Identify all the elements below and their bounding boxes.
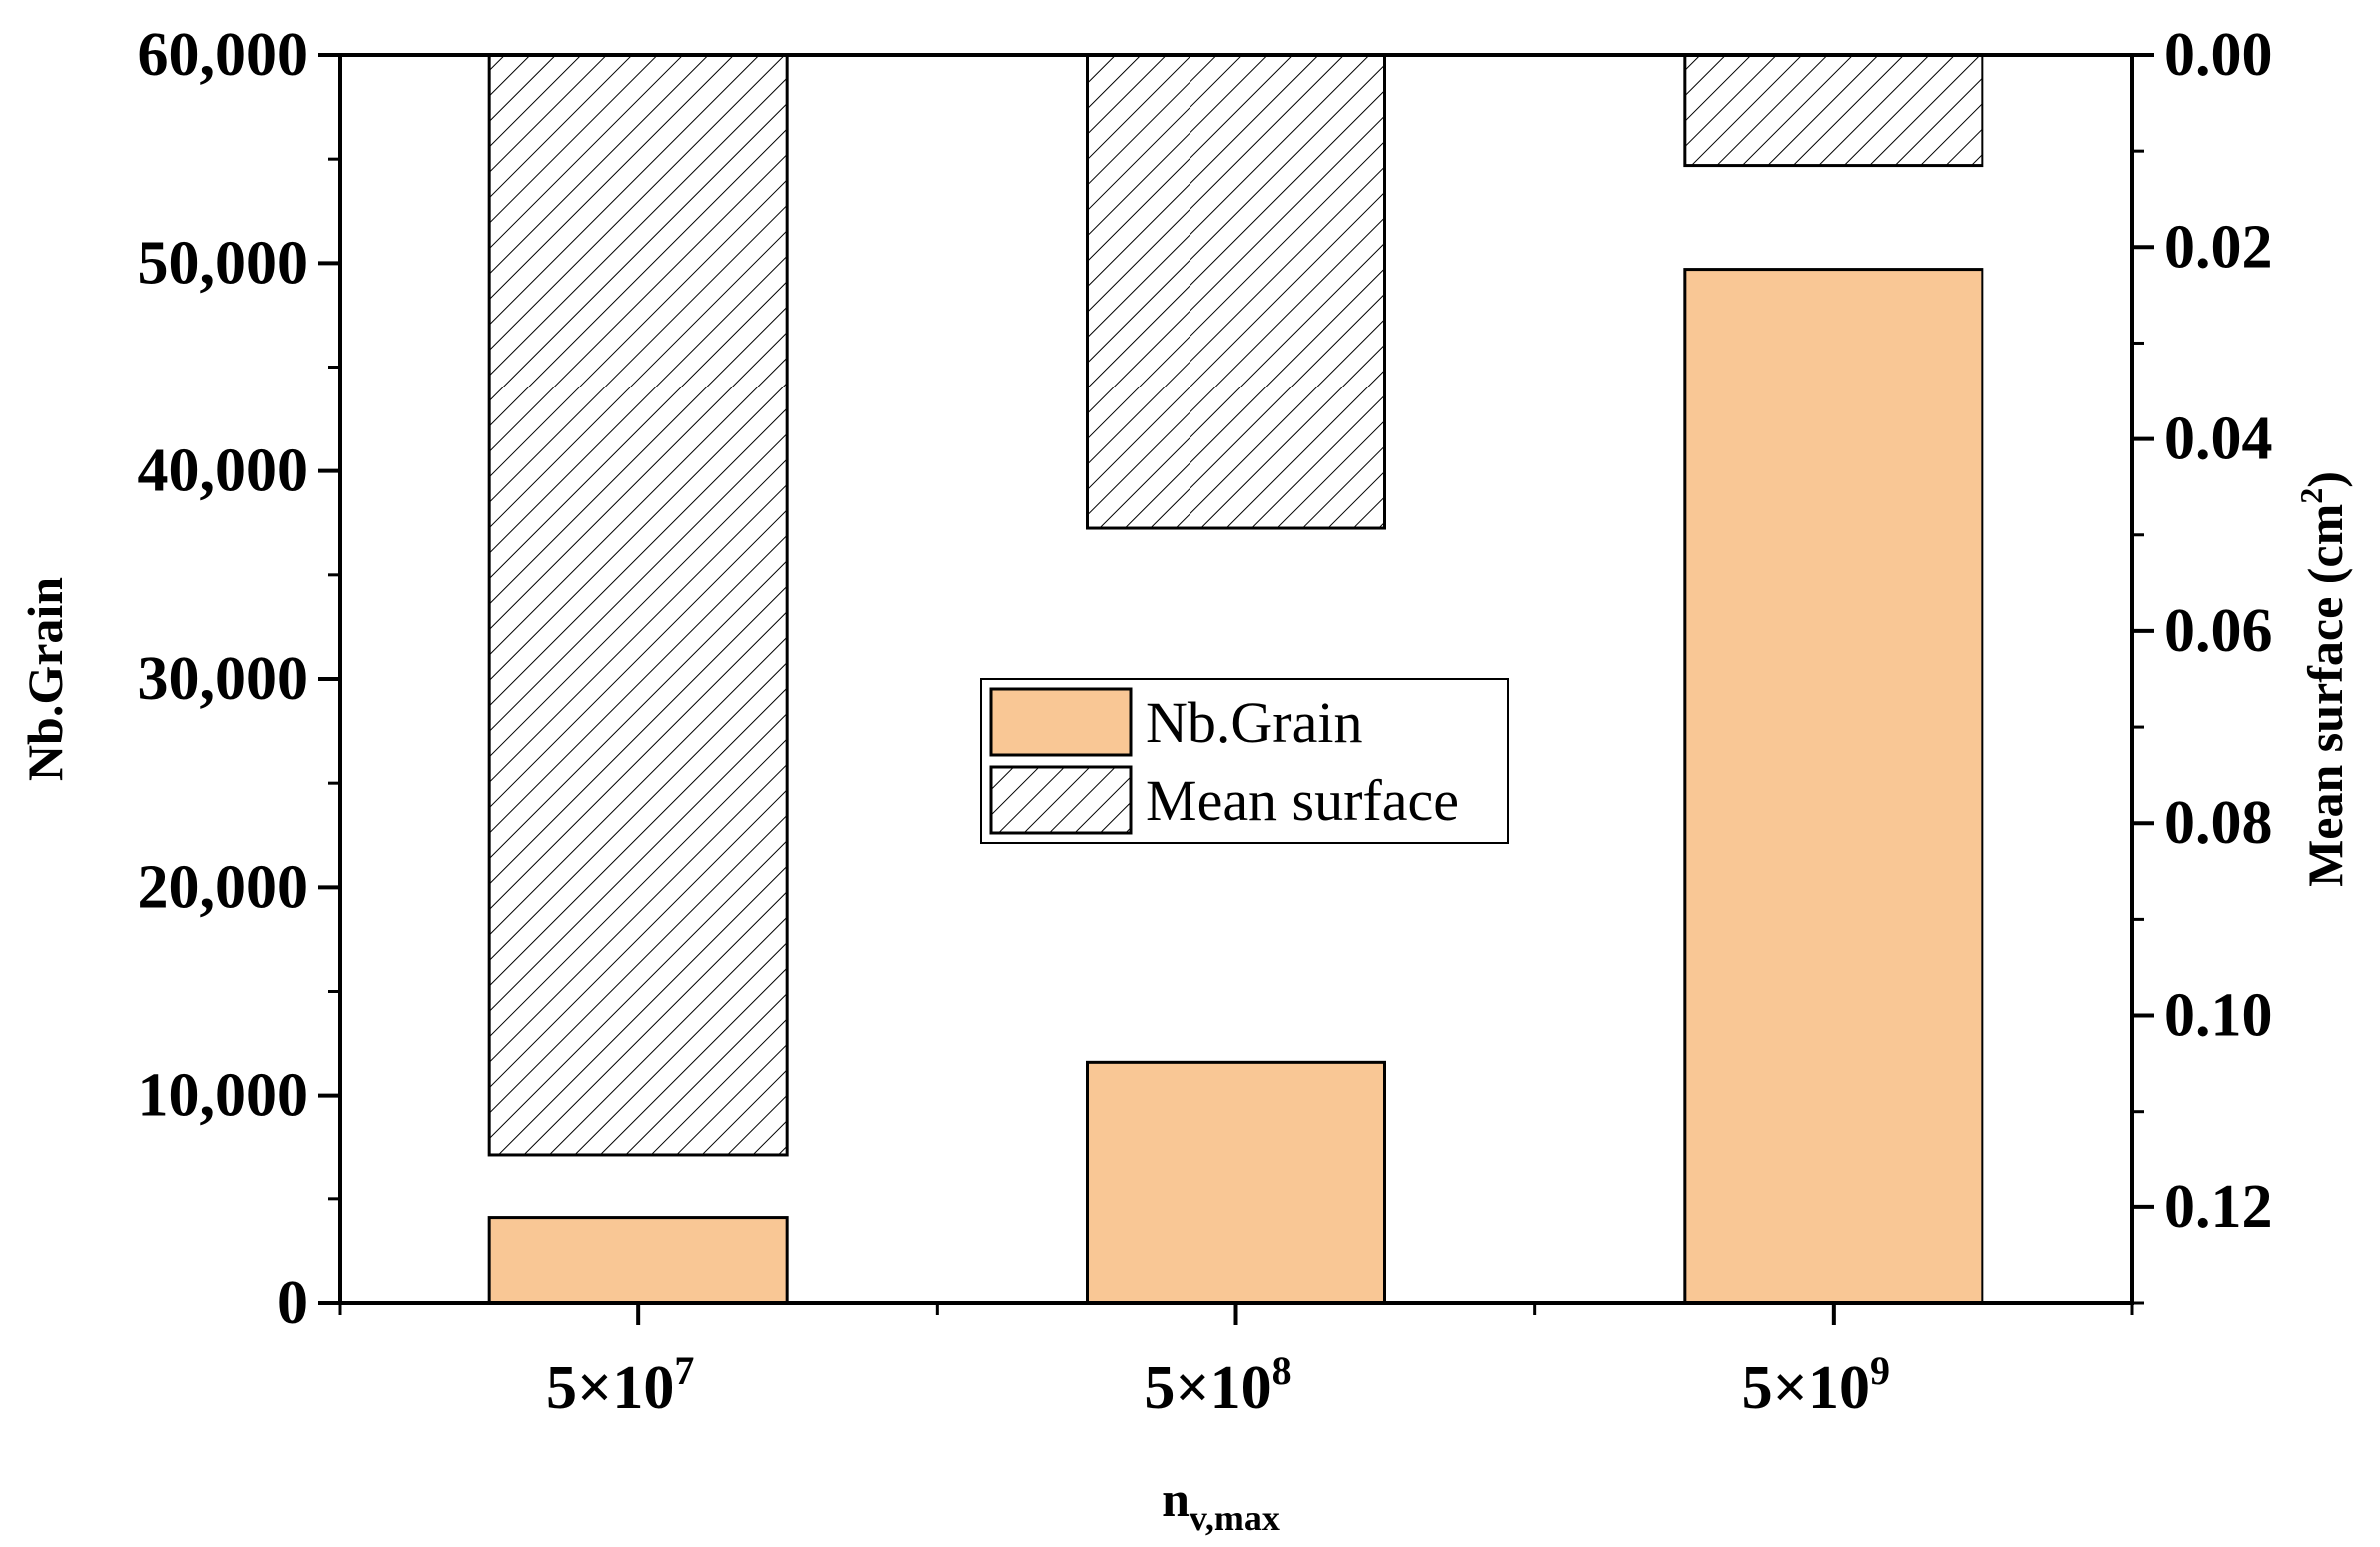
y-tick-label: 50,000	[138, 229, 309, 297]
x-title-sub: v,max	[1190, 1498, 1280, 1538]
legend: Nb.Grain Mean surface	[980, 678, 1509, 844]
y2-tick-label: 0.04	[2164, 405, 2273, 473]
x-tick-label: 5×108	[1144, 1348, 1291, 1422]
x-tick-label: 5×109	[1742, 1348, 1890, 1422]
legend-label-mean-surface: Mean surface	[1146, 768, 1459, 833]
x-tick-base: 5×10	[1144, 1354, 1271, 1422]
bar-nb-grain	[1086, 1060, 1386, 1305]
y2-tick-label: 0.06	[2164, 597, 2273, 665]
legend-label-nb-grain: Nb.Grain	[1146, 690, 1362, 755]
legend-swatch-mean-surface	[989, 765, 1133, 835]
y2-tick-label: 0.00	[2164, 21, 2273, 89]
axes-layer: 0 10,000 20,000 30,000 40,000 50,000 60,000 0.0…	[138, 21, 2273, 1422]
x-tick-exp: 7	[674, 1348, 694, 1393]
y-tick-label: 30,000	[138, 645, 309, 713]
bar-mean-surface	[1086, 53, 1386, 530]
bar-mean-surface	[487, 53, 789, 1157]
x-axis-title: nv,max	[1162, 1471, 1280, 1538]
y-axis-title: Nb.Grain	[17, 577, 73, 781]
bar-nb-grain	[487, 1216, 789, 1305]
y-tick-label: 60,000	[138, 21, 309, 89]
y2-tick-label: 0.08	[2164, 789, 2273, 857]
x-tick-base: 5×10	[546, 1354, 674, 1422]
legend-swatch-nb-grain	[989, 687, 1133, 757]
x-title-base: n	[1162, 1471, 1190, 1527]
y-tick-label: 10,000	[138, 1062, 309, 1130]
x-tick-exp: 9	[1870, 1348, 1890, 1393]
x-tick-base: 5×10	[1742, 1354, 1870, 1422]
y2-tick-label: 0.12	[2164, 1173, 2273, 1241]
y2-axis-title: Mean surface (cm2)	[2293, 471, 2353, 887]
y-tick-label: 0	[277, 1269, 308, 1337]
bar-mean-surface	[1683, 53, 1984, 168]
y-tick-label: 40,000	[138, 437, 309, 505]
y2-title-tail: )	[2297, 471, 2353, 488]
x-tick-label: 5×107	[546, 1348, 694, 1422]
y2-title-base: Mean surface (cm	[2297, 504, 2353, 887]
y2-tick-label: 0.10	[2164, 982, 2273, 1050]
bar-nb-grain	[1683, 268, 1984, 1305]
x-tick-exp: 8	[1272, 1348, 1292, 1393]
y2-tick-label: 0.02	[2164, 213, 2273, 281]
y2-title-sup: 2	[2293, 488, 2329, 504]
bars-layer	[487, 53, 1984, 1305]
y-tick-label: 20,000	[138, 853, 309, 921]
